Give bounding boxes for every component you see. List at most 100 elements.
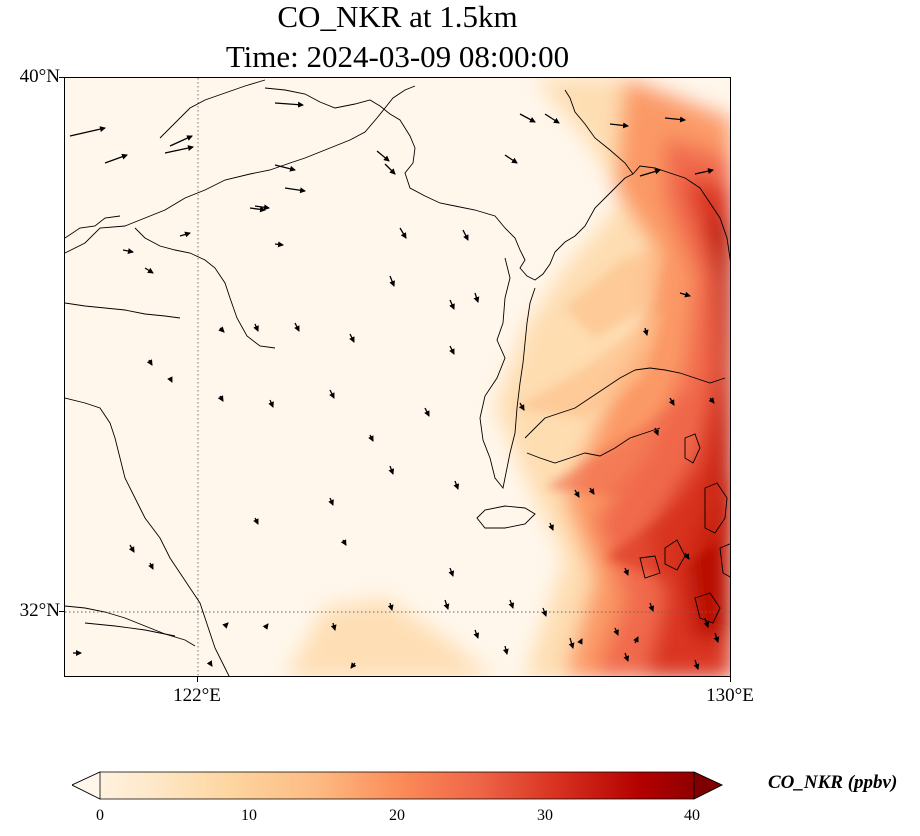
- wind-arrow: [69, 126, 106, 137]
- xtick-mark-130e: [730, 677, 731, 682]
- wind-arrow: [222, 622, 229, 629]
- xtick-mark-122e: [197, 677, 198, 682]
- colorbar-label: CO_NKR (ppbv): [768, 772, 898, 793]
- wind-arrow: [284, 187, 306, 194]
- wind-arrow: [449, 345, 455, 355]
- wind-arrow: [179, 231, 191, 238]
- wind-arrow: [274, 164, 296, 172]
- wind-arrow: [206, 660, 213, 667]
- wind-arrow: [668, 397, 675, 406]
- wind-vectors: [69, 101, 720, 670]
- wind-arrow: [653, 427, 659, 436]
- wind-arrow: [443, 599, 450, 610]
- wind-arrow: [577, 638, 583, 645]
- colorbar-tick-0: 0: [96, 807, 104, 824]
- wind-arrow: [502, 645, 509, 655]
- wind-arrow: [399, 227, 407, 239]
- xtick-label-122e: 122°E: [173, 685, 221, 706]
- wind-arrow: [708, 397, 715, 404]
- wind-arrow: [368, 434, 374, 442]
- wind-arrow: [519, 113, 536, 123]
- colorbar-max-extend: [693, 771, 723, 800]
- coastlines: [65, 79, 730, 676]
- wind-arrow: [504, 154, 518, 164]
- wind-arrow: [664, 116, 686, 123]
- wind-arrow: [473, 292, 480, 303]
- wind-arrow: [350, 662, 357, 669]
- wind-arrow: [613, 627, 619, 636]
- wind-arrow: [218, 326, 225, 333]
- wind-arrow: [544, 113, 560, 124]
- wind-arrow: [609, 122, 629, 129]
- wind-arrow: [349, 333, 355, 343]
- wind-arrow: [128, 544, 135, 553]
- wind-arrow: [387, 602, 394, 611]
- wind-arrow: [679, 291, 691, 298]
- wind-arrow: [253, 517, 259, 525]
- map-panel: [64, 77, 731, 677]
- wind-arrow: [330, 622, 337, 631]
- wind-arrow: [164, 145, 194, 154]
- wind-arrow: [642, 327, 649, 336]
- wind-arrow: [268, 399, 274, 408]
- colorbar-tick-20: 20: [389, 807, 405, 824]
- ytick-label-32n: 32°N: [19, 600, 60, 621]
- ytick-mark-40n: [59, 77, 64, 78]
- title-line-1: CO_NKR at 1.5km: [277, 0, 518, 34]
- wind-arrow: [453, 480, 460, 490]
- wind-arrow: [623, 567, 629, 576]
- wind-arrow: [274, 241, 284, 248]
- ytick-label-40n: 40°N: [19, 66, 60, 87]
- wind-arrow: [694, 168, 714, 175]
- colorbar-tick-10: 10: [241, 807, 257, 824]
- wind-arrow: [573, 489, 580, 498]
- wind-arrow: [703, 617, 710, 628]
- wind-arrow: [329, 389, 335, 399]
- wind-arrow: [148, 562, 154, 570]
- wind-arrow: [144, 267, 154, 274]
- wind-arrow: [448, 567, 455, 577]
- wind-arrow: [449, 299, 455, 310]
- wind-arrow: [623, 652, 630, 662]
- wind-arrow: [384, 163, 396, 175]
- wind-arrow: [388, 465, 395, 475]
- wind-arrow: [713, 632, 720, 643]
- colorbar-min-extend: [72, 771, 101, 800]
- wind-arrow: [683, 552, 690, 560]
- wind-arrow: [376, 150, 390, 162]
- wind-arrow: [167, 376, 173, 383]
- wind-arrow: [648, 602, 655, 612]
- concentration-map: [65, 78, 730, 676]
- wind-arrow: [508, 599, 515, 609]
- wind-arrow: [253, 323, 259, 332]
- wind-arrow: [217, 395, 224, 402]
- wind-arrow: [122, 248, 134, 254]
- wind-arrow: [568, 637, 575, 649]
- plume-streaks: [515, 248, 725, 578]
- wind-arrow: [274, 101, 304, 108]
- wind-arrow: [633, 636, 639, 644]
- wind-arrow: [254, 204, 270, 211]
- wind-arrow: [389, 275, 395, 287]
- colorbar-bar: [72, 771, 723, 800]
- colorbar-tick-30: 30: [537, 807, 553, 824]
- wind-arrow: [541, 607, 548, 617]
- wind-arrow: [462, 229, 469, 241]
- colorbar: [72, 771, 723, 800]
- wind-arrow: [548, 522, 554, 531]
- wind-arrow: [588, 487, 595, 495]
- wind-arrow: [262, 623, 269, 630]
- colorbar-tick-40: 40: [684, 807, 700, 824]
- wind-arrow: [693, 659, 700, 670]
- wind-arrow: [294, 322, 300, 332]
- wind-arrow: [169, 135, 193, 147]
- xtick-label-130e: 130°E: [706, 685, 754, 706]
- wind-arrow: [518, 402, 525, 411]
- wind-arrow: [639, 168, 661, 177]
- wind-arrow: [340, 539, 347, 546]
- ytick-mark-32n: [59, 611, 64, 612]
- wind-arrow: [473, 629, 480, 639]
- wind-arrow: [104, 153, 128, 164]
- wind-arrow: [424, 407, 430, 417]
- wind-arrow: [146, 359, 153, 366]
